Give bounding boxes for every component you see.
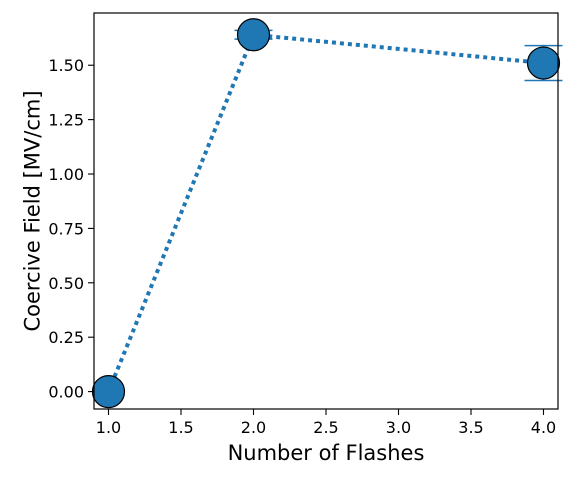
series-line — [106, 32, 544, 393]
x-tick-label: 3.5 — [458, 418, 483, 437]
x-axis-label: Number of Flashes — [228, 441, 425, 465]
x-tick-label: 1.5 — [168, 418, 193, 437]
data-point — [236, 18, 271, 52]
x-tick-label: 4.0 — [531, 418, 556, 437]
plot-frame — [93, 12, 559, 410]
x-tick-label: 1.0 — [96, 418, 121, 437]
y-tick-label: 1.50 — [48, 56, 84, 75]
x-tick-label: 2.5 — [313, 418, 338, 437]
x-tick-label: 2.0 — [241, 418, 266, 437]
y-tick-label: 0.25 — [48, 328, 84, 347]
y-tick-label: 0.75 — [48, 219, 84, 238]
y-axis-label: Coercive Field [MV/cm] — [20, 90, 44, 331]
x-axis-ticks: 1.0 1.5 2.0 2.5 3.0 3.5 4.0 — [96, 409, 556, 437]
y-tick-label: 1.25 — [48, 111, 84, 130]
x-tick-label: 3.0 — [386, 418, 411, 437]
y-tick-label: 0.50 — [48, 274, 84, 293]
data-point — [91, 374, 126, 409]
y-axis-ticks: 0.00 0.25 0.50 0.75 1.00 1.25 1.50 — [48, 56, 94, 402]
plot-layer — [91, 18, 563, 409]
y-tick-label: 1.00 — [48, 165, 84, 184]
data-point — [526, 46, 561, 80]
y-tick-label: 0.00 — [48, 383, 84, 402]
